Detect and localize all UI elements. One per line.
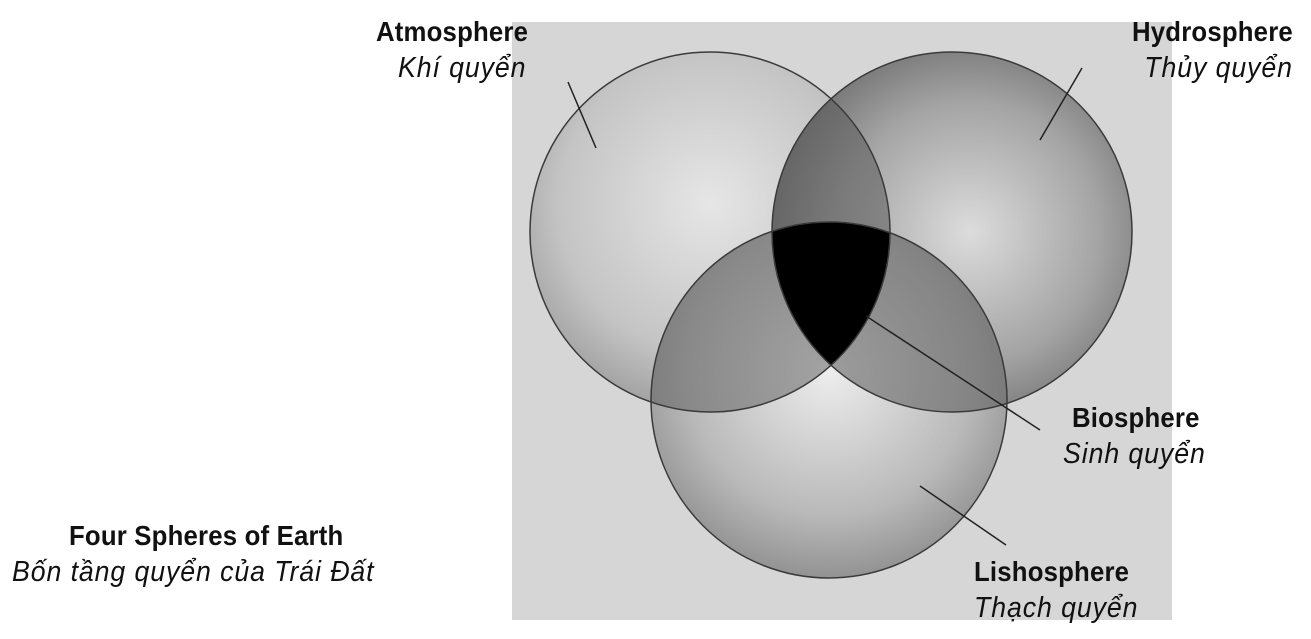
hydrosphere-name-en: Hydrosphere [1132, 16, 1293, 47]
hydrosphere-leader-line [1039, 67, 1083, 141]
biosphere-name-vi: Sinh quyển [1063, 438, 1206, 470]
hydrosphere-label: Hydrosphere Thủy quyển [1118, 18, 1293, 83]
biosphere-label: Biosphere Sinh quyển [1063, 404, 1218, 469]
atmosphere-name-vi: Khí quyển [398, 52, 527, 84]
lithosphere-label: Lishosphere Thạch quyển [974, 558, 1153, 623]
diagram-title: Four Spheres of Earth Bốn tầng quyển của… [12, 522, 406, 587]
hydrosphere-name-vi: Thủy quyển [1144, 52, 1293, 84]
lithosphere-leader-line [919, 485, 1007, 546]
title-vi: Bốn tầng quyển của Trái Đất [12, 556, 375, 588]
biosphere-leader-line [865, 315, 1041, 431]
lithosphere-outline [650, 221, 1008, 579]
title-en: Four Spheres of Earth [69, 520, 344, 551]
biosphere-name-en: Biosphere [1072, 402, 1200, 433]
lithosphere-name-vi: Thạch quyển [974, 592, 1139, 624]
atmosphere-name-en: Atmosphere [376, 16, 529, 47]
atmosphere-leader-line [567, 81, 597, 149]
atmosphere-label: Atmosphere Khí quyển [376, 18, 541, 83]
lithosphere-name-en: Lishosphere [974, 556, 1130, 587]
